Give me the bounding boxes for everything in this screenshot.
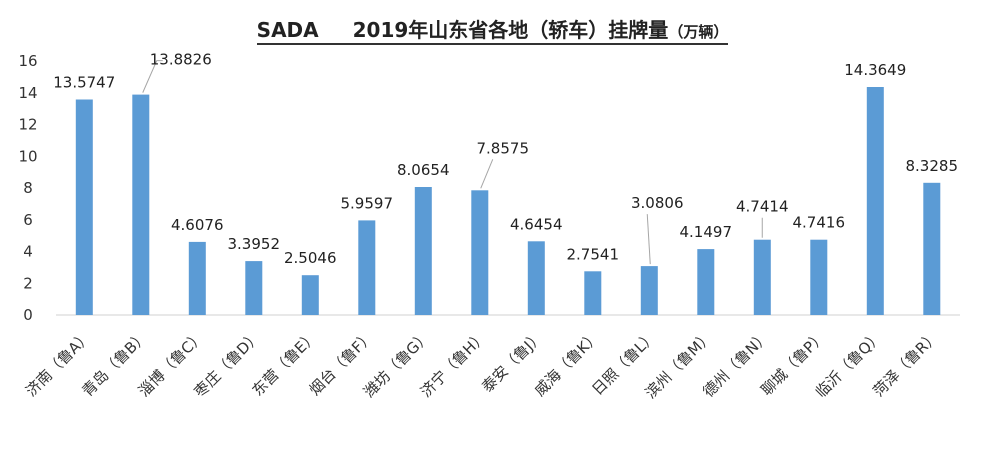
bar — [810, 239, 828, 315]
bar — [923, 182, 941, 315]
leader-line — [142, 60, 163, 93]
y-axis-ticks: 0 2 4 6 8 10 12 14 16 — [18, 52, 37, 324]
data-label: 4.1497 — [680, 223, 733, 241]
bar — [584, 271, 602, 315]
bar — [697, 249, 715, 315]
leader-line — [646, 214, 651, 265]
data-label: 14.3649 — [844, 61, 906, 79]
data-label: 3.3952 — [228, 235, 281, 253]
y-tick-label: 10 — [18, 147, 37, 165]
bar — [866, 87, 884, 315]
data-label: 2.7541 — [567, 245, 620, 263]
data-label: 4.7416 — [793, 214, 846, 232]
y-tick-label: 8 — [23, 179, 33, 197]
bar — [358, 220, 376, 315]
bar — [188, 241, 206, 315]
y-tick-label: 0 — [23, 306, 33, 324]
y-tick-label: 6 — [23, 211, 33, 229]
y-tick-label: 14 — [18, 84, 37, 102]
bar — [132, 94, 150, 315]
bar — [245, 261, 263, 315]
data-label: 13.5747 — [53, 74, 115, 92]
bar — [471, 190, 489, 315]
bar — [301, 275, 319, 315]
bar — [640, 266, 658, 315]
data-label: 4.6076 — [171, 216, 224, 234]
chart-title-underlined: SADA 2019年山东省各地（轿车）挂牌量（万辆） — [256, 18, 729, 45]
bar — [527, 241, 545, 315]
data-label: 4.7414 — [736, 198, 789, 216]
title-brand: SADA — [256, 18, 319, 42]
y-tick-label: 16 — [18, 52, 37, 70]
bars — [75, 87, 941, 315]
bar — [414, 187, 432, 315]
leader-lines — [142, 60, 763, 265]
data-labels: 13.574713.88264.60763.39522.50465.95978.… — [53, 51, 958, 268]
title-unit: （万辆） — [668, 23, 729, 41]
data-label: 5.9597 — [341, 194, 394, 212]
title-text: 2019年山东省各地（轿车）挂牌量 — [352, 18, 669, 42]
category-labels: 济南（鲁A）青岛（鲁B）淄博（鲁C）枣庄（鲁D）东营（鲁E）烟台（鲁F）潍坊（鲁… — [22, 327, 943, 402]
data-label: 2.5046 — [284, 249, 337, 267]
y-tick-label: 12 — [18, 116, 37, 134]
data-label: 4.6454 — [510, 215, 563, 233]
data-label: 3.0806 — [631, 194, 684, 212]
bar — [75, 99, 93, 315]
data-label: 8.0654 — [397, 161, 450, 179]
y-tick-label: 4 — [23, 243, 33, 261]
bar — [753, 239, 771, 315]
data-label: 8.3285 — [906, 157, 959, 175]
y-tick-label: 2 — [23, 274, 33, 292]
leader-line — [480, 159, 494, 189]
chart-title: SADA 2019年山东省各地（轿车）挂牌量（万辆） — [0, 14, 985, 45]
data-label: 13.8826 — [150, 51, 212, 69]
data-label: 7.8575 — [477, 139, 530, 157]
